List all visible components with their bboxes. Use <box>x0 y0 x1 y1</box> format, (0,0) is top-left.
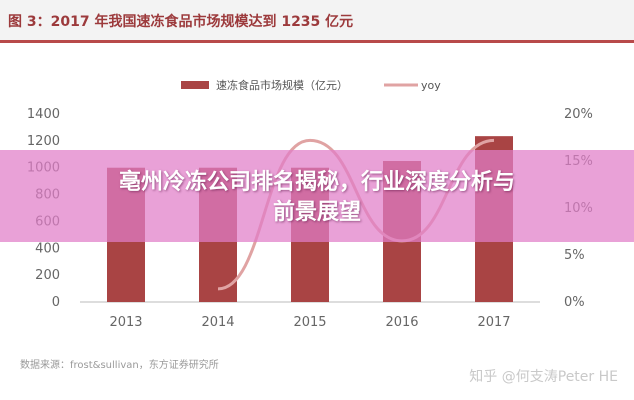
title-rule <box>0 40 634 43</box>
x-tick-label: 2017 <box>477 315 510 330</box>
y-right-tick-label: 5% <box>564 248 585 263</box>
chart-legend: 速冻食品市场规模（亿元） yoy <box>181 78 441 92</box>
figure-title: 图 3：2017 年我国速冻食品市场规模达到 1235 亿元 <box>8 14 354 30</box>
y-right-tick-label: 20% <box>564 107 593 122</box>
y-left-tick-label: 1200 <box>27 134 60 149</box>
figure-title-bar: 图 3：2017 年我国速冻食品市场规模达到 1235 亿元 <box>0 0 634 40</box>
watermark: 知乎 @何支涛Peter HE <box>469 369 618 385</box>
x-tick-label: 2013 <box>109 315 142 330</box>
legend-line-label: yoy <box>421 79 441 92</box>
legend-bar-swatch <box>181 81 209 89</box>
y-left-tick-label: 400 <box>35 241 60 256</box>
legend-bar-label: 速冻食品市场规模（亿元） <box>216 78 348 92</box>
banner-title: 亳州冷冻公司排名揭秘，行业深度分析与 前景展望 <box>118 170 515 225</box>
x-tick-label: 2016 <box>385 315 418 330</box>
y-left-tick-label: 0 <box>52 295 60 310</box>
x-tick-label: 2015 <box>293 315 326 330</box>
source-note: 数据来源：frost&sullivan，东方证券研究所 <box>20 360 219 371</box>
y-left-tick-label: 1400 <box>27 107 60 122</box>
y-left-tick-label: 200 <box>35 268 60 283</box>
x-tick-label: 2014 <box>201 315 234 330</box>
y-right-tick-label: 0% <box>564 295 585 310</box>
overlay-banner: 亳州冷冻公司排名揭秘，行业深度分析与 前景展望 <box>0 150 634 242</box>
